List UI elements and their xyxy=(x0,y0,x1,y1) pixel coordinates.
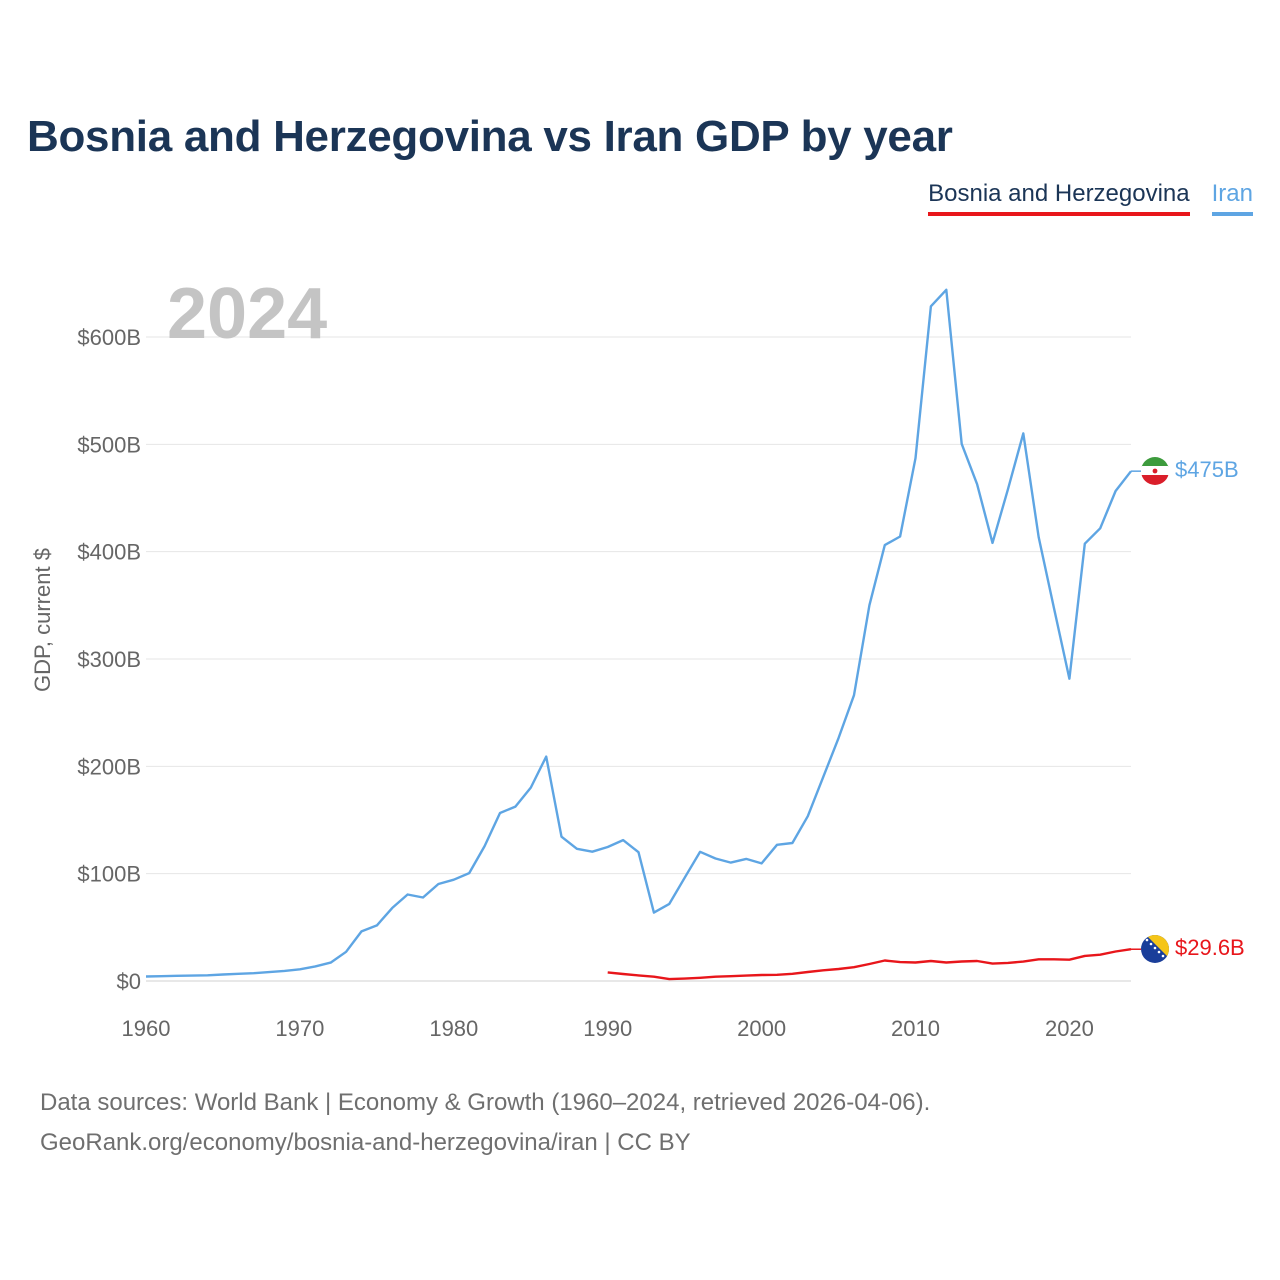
series-line-bosnia-and-herzegovina xyxy=(607,948,1132,981)
x-tick-label: 1970 xyxy=(275,1016,324,1041)
series-line-iran xyxy=(145,288,1132,978)
y-tick-label: $600B xyxy=(77,325,141,350)
footer: Data sources: World Bank | Economy & Gro… xyxy=(40,1083,930,1163)
y-axis-label: GDP, current $ xyxy=(30,548,55,692)
y-tick-label: $100B xyxy=(77,862,141,887)
x-tick-label: 1990 xyxy=(583,1016,632,1041)
y-tick-label: $400B xyxy=(77,540,141,565)
legend: Bosnia and Herzegovina Iran xyxy=(928,180,1253,216)
data-sources-note: Data sources: World Bank | Economy & Gro… xyxy=(40,1089,931,1116)
iran-end-value-label: $475B xyxy=(1175,457,1239,482)
x-tick-label: 1980 xyxy=(429,1016,478,1041)
chart-title: Bosnia and Herzegovina vs Iran GDP by ye… xyxy=(27,112,953,161)
source-url-license: GeoRank.org/economy/bosnia-and-herzegovi… xyxy=(40,1129,691,1156)
y-tick-label: $500B xyxy=(77,432,141,457)
y-tick-label: $200B xyxy=(77,754,141,779)
x-tick-label: 2000 xyxy=(737,1016,786,1041)
legend-item-bosnia-and-herzegovina[interactable]: Bosnia and Herzegovina xyxy=(928,180,1190,216)
bosnia-end-value-label: $29.6B xyxy=(1175,935,1245,960)
x-tick-label: 2020 xyxy=(1045,1016,1094,1041)
iran-flag-icon xyxy=(1141,457,1169,485)
x-tick-label: 1960 xyxy=(122,1016,171,1041)
x-tick-label: 2010 xyxy=(891,1016,940,1041)
bosnia-flag-icon xyxy=(1141,935,1169,963)
year-watermark: 2024 xyxy=(167,274,327,354)
gdp-line-chart: 2024 GDP, current $ $0 $100B $200B $300B $40… xyxy=(30,274,1245,1041)
y-tick-label: $0 xyxy=(117,969,141,994)
y-tick-label: $300B xyxy=(77,647,141,672)
legend-item-iran[interactable]: Iran xyxy=(1211,180,1253,216)
